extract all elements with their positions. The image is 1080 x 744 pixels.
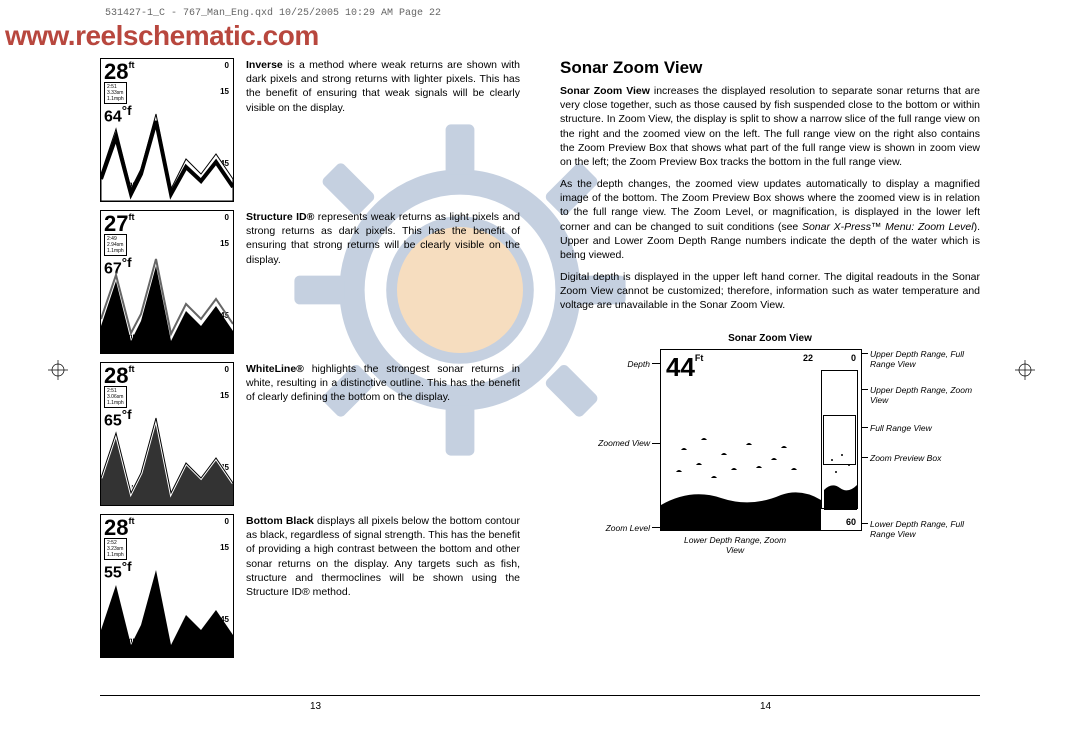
label-full-range: Full Range View	[870, 423, 970, 433]
inverse-thumbnail: 28ft 2:513.33sm1.1mph 64°f 4.5mph 0 15 4…	[100, 58, 234, 202]
left-page: 28ft 2:513.33sm1.1mph 64°f 4.5mph 0 15 4…	[100, 58, 540, 666]
bottomblack-thumbnail: 28ft 2:523.23sm1.1mph 55°f 4.5mph 0 15 4…	[100, 514, 234, 658]
mode-structureid-row: 27ft 2:492.94sm1.1mph 67°f 4.5mph 0 15 4…	[100, 210, 520, 354]
right-page: Sonar Zoom View Sonar Zoom View increase…	[540, 58, 980, 666]
page-number-left: 13	[310, 701, 321, 712]
print-header: 531427-1_C - 767_Man_Eng.qxd 10/25/2005 …	[105, 8, 441, 19]
section-title: Sonar Zoom View	[560, 58, 980, 78]
structureid-text: Structure ID® represents weak returns as…	[234, 210, 520, 354]
mode-whiteline-row: 28ft 2:513.06sm1.1mph 65°f 11mph 0 15 45…	[100, 362, 520, 506]
diagram-title: Sonar Zoom View	[560, 333, 980, 344]
page-number-right: 14	[760, 701, 771, 712]
footer-rule	[100, 695, 980, 696]
zoom-depth: 44Ft	[666, 354, 703, 380]
label-preview-box: Zoom Preview Box	[870, 453, 970, 463]
label-upper-full: Upper Depth Range, Full Range View	[870, 349, 970, 369]
label-zoomed-view: Zoomed View	[586, 438, 650, 448]
label-upper-zoom: Upper Depth Range, Zoom View	[870, 385, 980, 405]
label-zoom-level: Zoom Level	[580, 523, 650, 533]
mode-inverse-row: 28ft 2:513.33sm1.1mph 64°f 4.5mph 0 15 4…	[100, 58, 520, 202]
label-lower-full: Lower Depth Range, Full Range View	[870, 519, 970, 539]
bottomblack-text: Bottom Black displays all pixels below t…	[234, 514, 520, 658]
watermark-url: www.reelschematic.com	[5, 20, 319, 52]
crop-mark-right	[1015, 360, 1035, 380]
whiteline-text: WhiteLine® highlights the strongest sona…	[234, 362, 520, 506]
zoom-p2: As the depth changes, the zoomed view up…	[560, 177, 980, 262]
zoom-p1: Sonar Zoom View increases the displayed …	[560, 84, 980, 169]
whiteline-thumbnail: 28ft 2:513.06sm1.1mph 65°f 11mph 0 15 45…	[100, 362, 234, 506]
mode-bottomblack-row: 28ft 2:523.23sm1.1mph 55°f 4.5mph 0 15 4…	[100, 514, 520, 658]
label-depth: Depth	[590, 359, 650, 369]
inverse-text: Inverse is a method where weak returns a…	[234, 58, 520, 202]
crop-mark-left	[48, 360, 68, 380]
label-lower-zoom: Lower Depth Range, Zoom View	[680, 535, 790, 555]
structureid-thumbnail: 27ft 2:492.94sm1.1mph 67°f 4.5mph 0 15 4…	[100, 210, 234, 354]
zoom-screen: 44Ft 22 0 52 60 2x	[660, 349, 862, 531]
zoom-diagram: Sonar Zoom View Depth Zoomed View Zoom L…	[560, 333, 980, 553]
zoom-p3: Digital depth is displayed in the upper …	[560, 270, 980, 313]
page-spread: 28ft 2:513.33sm1.1mph 64°f 4.5mph 0 15 4…	[100, 58, 980, 666]
